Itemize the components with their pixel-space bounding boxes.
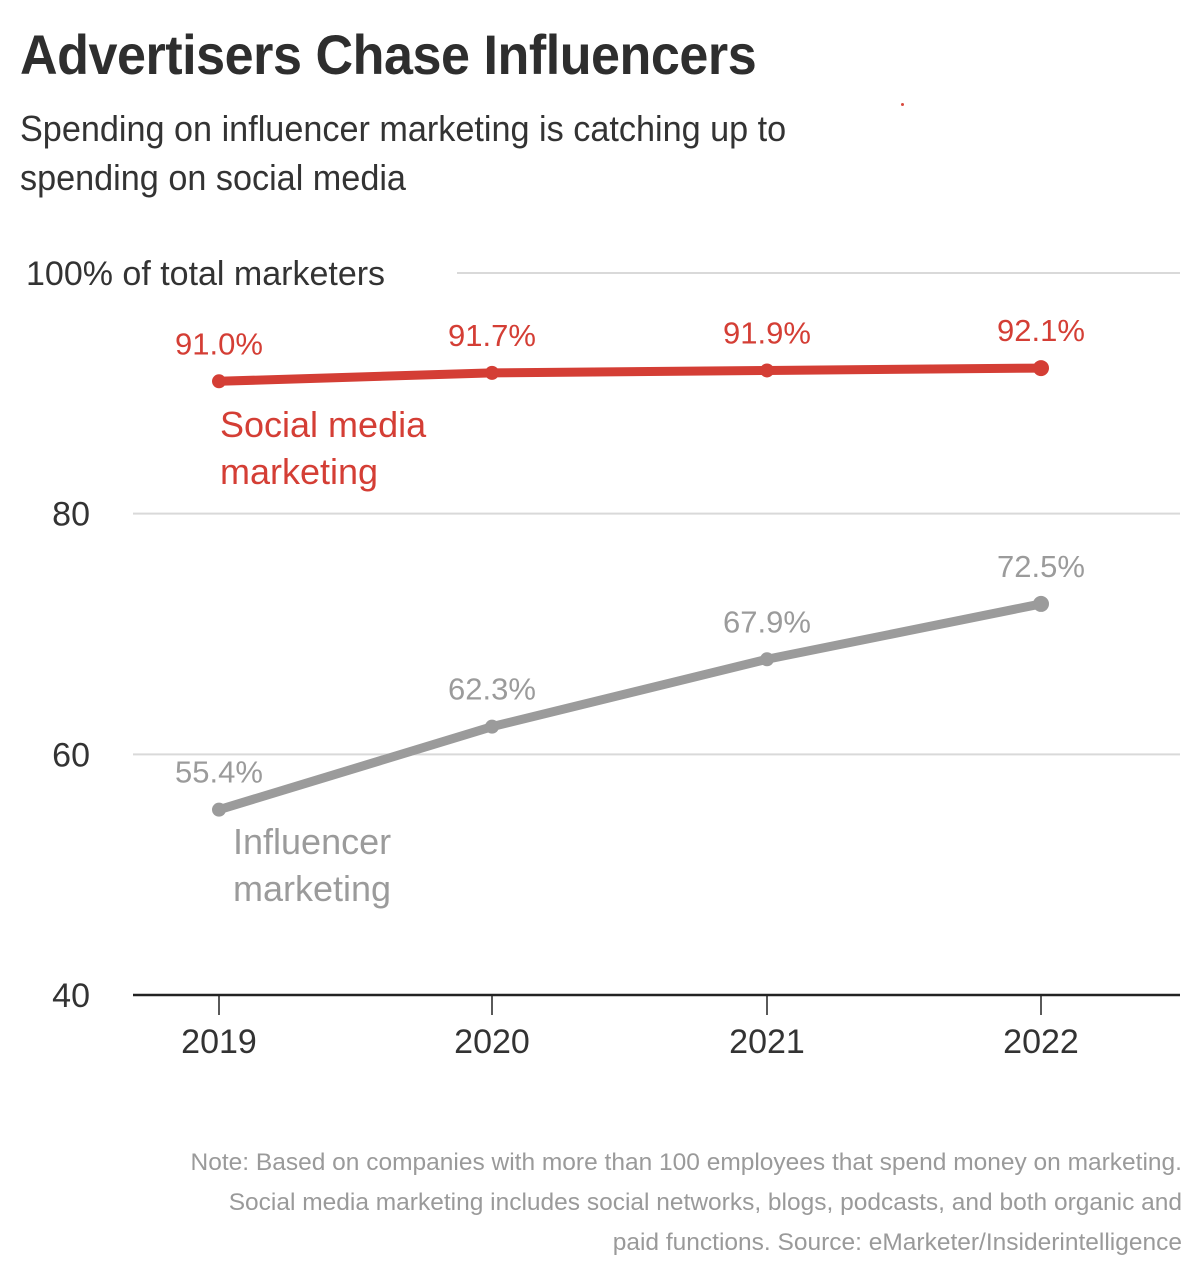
social-data-label-2019: 91.0% (175, 326, 263, 361)
line-chart: 40 60 80 100% of total marketers 2019 2020 202… (26, 255, 1180, 1061)
social-point-2019 (212, 374, 226, 389)
social-data-label-2020: 91.7% (448, 318, 536, 353)
axes: 40 60 80 100% of total marketers 2019 2020 202… (26, 255, 1180, 1061)
influencer-point-2022 (1033, 595, 1049, 612)
influencer-series-label-line-2: marketing (233, 868, 391, 909)
social-data-label-2021: 91.9% (723, 315, 811, 350)
social-series-label-line-1: Social media (220, 404, 427, 445)
series (212, 360, 1049, 817)
influencer-point-2019 (212, 802, 226, 817)
y-tick-label-80: 80 (52, 496, 90, 534)
influencer-data-label-2019: 55.4% (175, 755, 263, 790)
x-tick-label-2021: 2021 (729, 1023, 805, 1061)
social-series-label-line-2: marketing (220, 451, 378, 492)
x-tick-label-2019: 2019 (181, 1023, 257, 1061)
social-point-2021 (760, 363, 774, 378)
y-tick-label-40: 40 (52, 977, 90, 1015)
chart-subtitle: Spending on influencer marketing is catc… (20, 108, 787, 198)
stray-dot-mark (901, 103, 904, 106)
y-tick-label-60: 60 (52, 736, 90, 774)
chart-title: Advertisers Chase Influencers (20, 23, 757, 86)
social-data-label-2022: 92.1% (997, 313, 1085, 348)
data-labels: 91.0% 91.7% 91.9% 92.1% Social media marketin… (175, 313, 1085, 909)
influencer-data-label-2021: 67.9% (723, 604, 811, 639)
social-point-2020 (485, 365, 499, 380)
social-series-line (214, 363, 1046, 386)
influencer-series-line (214, 599, 1046, 815)
influencer-data-label-2020: 62.3% (448, 672, 536, 707)
influencer-point-2020 (485, 719, 499, 734)
influencer-data-label-2022: 72.5% (997, 549, 1085, 584)
x-tick-label-2022: 2022 (1003, 1023, 1079, 1061)
y-tick-label-100: 100% of total marketers (26, 255, 385, 293)
influencer-series-label-line-1: Influencer (233, 821, 391, 862)
x-tick-label-2020: 2020 (454, 1023, 530, 1061)
chart-note: Note: Based on companies with more than … (190, 1149, 1182, 1256)
social-point-2022 (1033, 360, 1049, 377)
gridlines (133, 272, 1180, 756)
influencer-point-2021 (760, 652, 774, 667)
